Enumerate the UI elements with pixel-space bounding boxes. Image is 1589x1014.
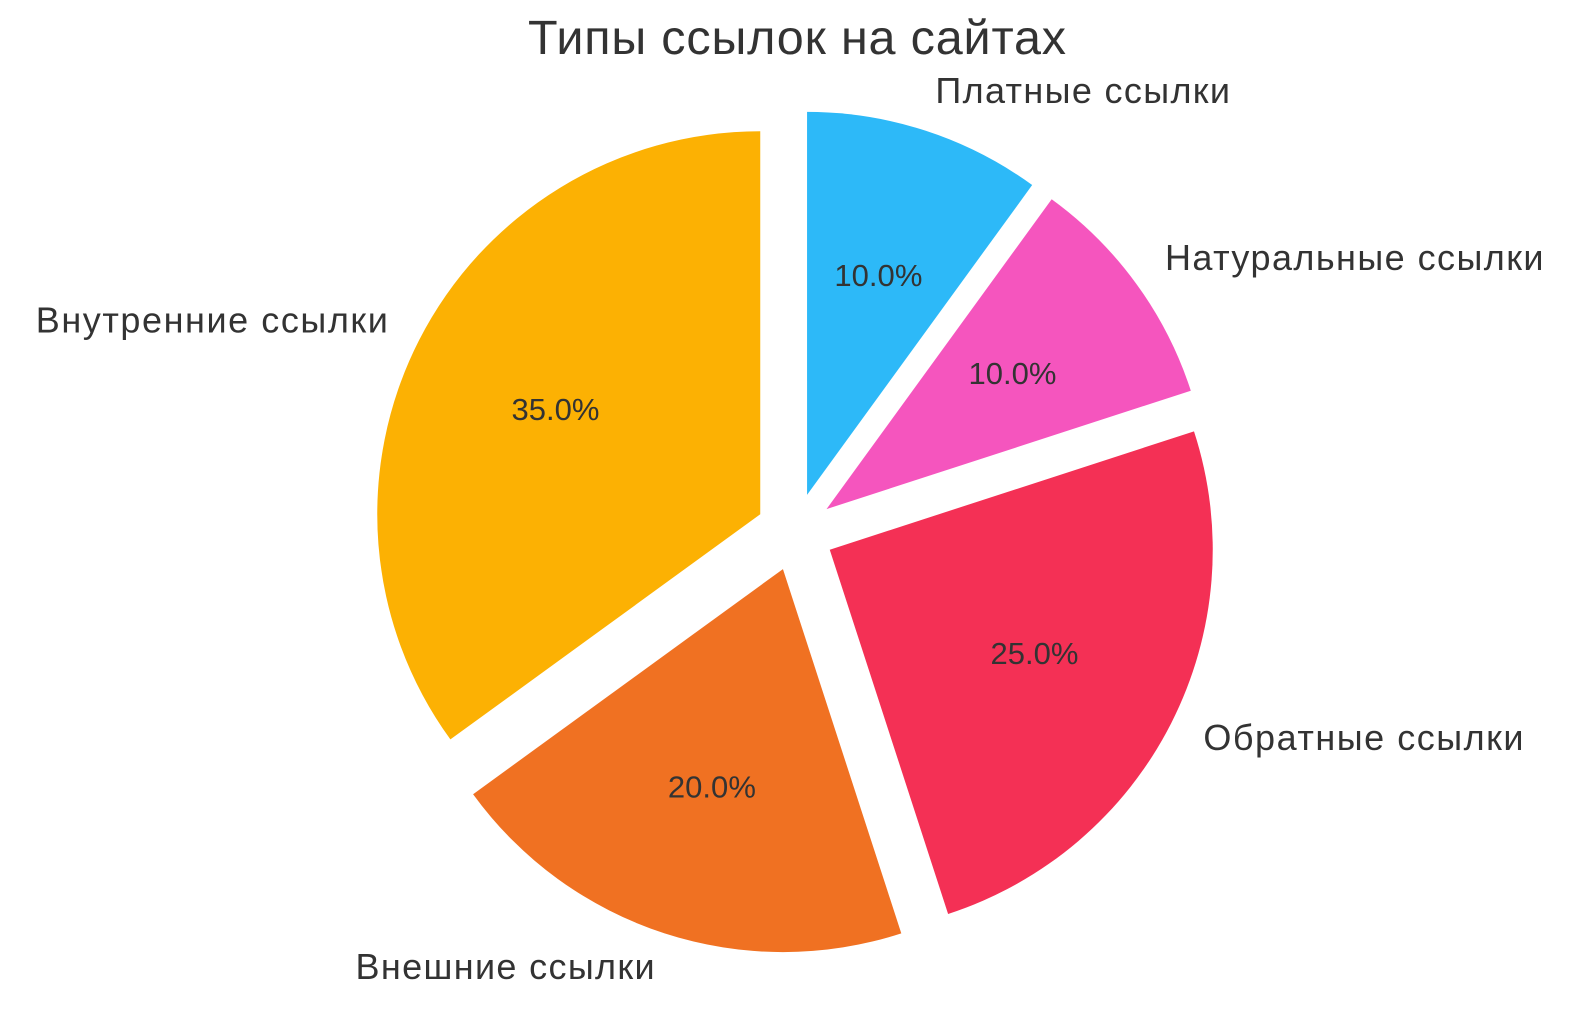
svg-text:Внутренние ссылки: Внутренние ссылки — [36, 299, 388, 340]
svg-text:20.0%: 20.0% — [668, 769, 756, 804]
svg-text:25.0%: 25.0% — [991, 636, 1079, 671]
svg-text:Обратные ссылки: Обратные ссылки — [1203, 717, 1523, 758]
svg-text:Типы ссылок на сайтах: Типы ссылок на сайтах — [528, 11, 1066, 65]
svg-text:Внешние ссылки: Внешние ссылки — [356, 946, 655, 987]
svg-text:10.0%: 10.0% — [834, 258, 922, 293]
svg-text:10.0%: 10.0% — [969, 356, 1057, 391]
svg-text:Натуральные ссылки: Натуральные ссылки — [1165, 237, 1544, 278]
svg-text:Платные ссылки: Платные ссылки — [935, 70, 1230, 111]
svg-text:35.0%: 35.0% — [512, 392, 600, 427]
